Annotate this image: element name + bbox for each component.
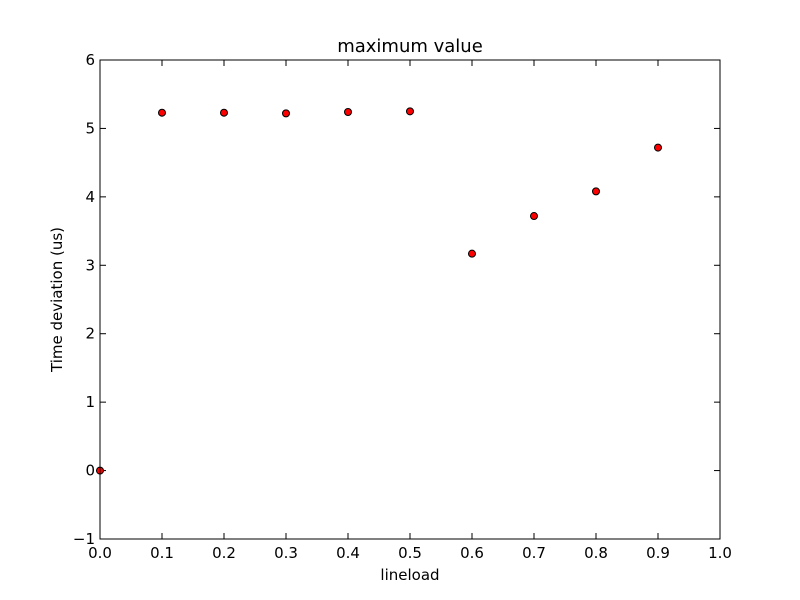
data-point [530,212,538,221]
data-point [406,107,414,116]
data-point [468,249,476,258]
data-point [220,108,228,117]
y-tick-label: 6 [85,51,95,69]
data-point [654,143,662,152]
y-tick-label: 0 [85,462,95,480]
plot-frame [99,59,721,540]
x-axis-label: lineload [380,566,439,584]
y-tick-label: 3 [85,256,95,274]
x-tick-label: 0.9 [646,544,670,562]
x-tick-label: 1.0 [708,544,732,562]
y-tick-label: 4 [85,188,95,206]
x-tick-label: 0.3 [274,544,298,562]
x-tick-label: 0.7 [522,544,546,562]
x-tick-label: 0.4 [336,544,360,562]
y-tick-label: 5 [85,119,95,137]
x-tick-label: 0.0 [88,544,112,562]
data-point [592,187,600,196]
axis-ticks: 0.0 0.1 0.2 0.3 0.4 0.5 0.6 0.7 0.8 0.9 1.0 −1 0 1 2 3 4… [73,51,732,562]
chart-title: maximum value [337,36,483,57]
data-point [282,109,290,118]
x-tick-label: 0.8 [584,544,608,562]
x-tick-label: 0.6 [460,544,484,562]
x-tick-label: 0.1 [150,544,174,562]
y-tick-label: −1 [73,530,95,548]
data-point [344,108,352,117]
y-tick-label: 1 [85,393,95,411]
y-axis-label: Time deviation (us) [48,227,66,373]
data-points [96,107,662,475]
data-point [158,108,166,117]
x-tick-label: 0.5 [398,544,422,562]
y-tick-label: 2 [85,325,95,343]
x-tick-label: 0.2 [212,544,236,562]
